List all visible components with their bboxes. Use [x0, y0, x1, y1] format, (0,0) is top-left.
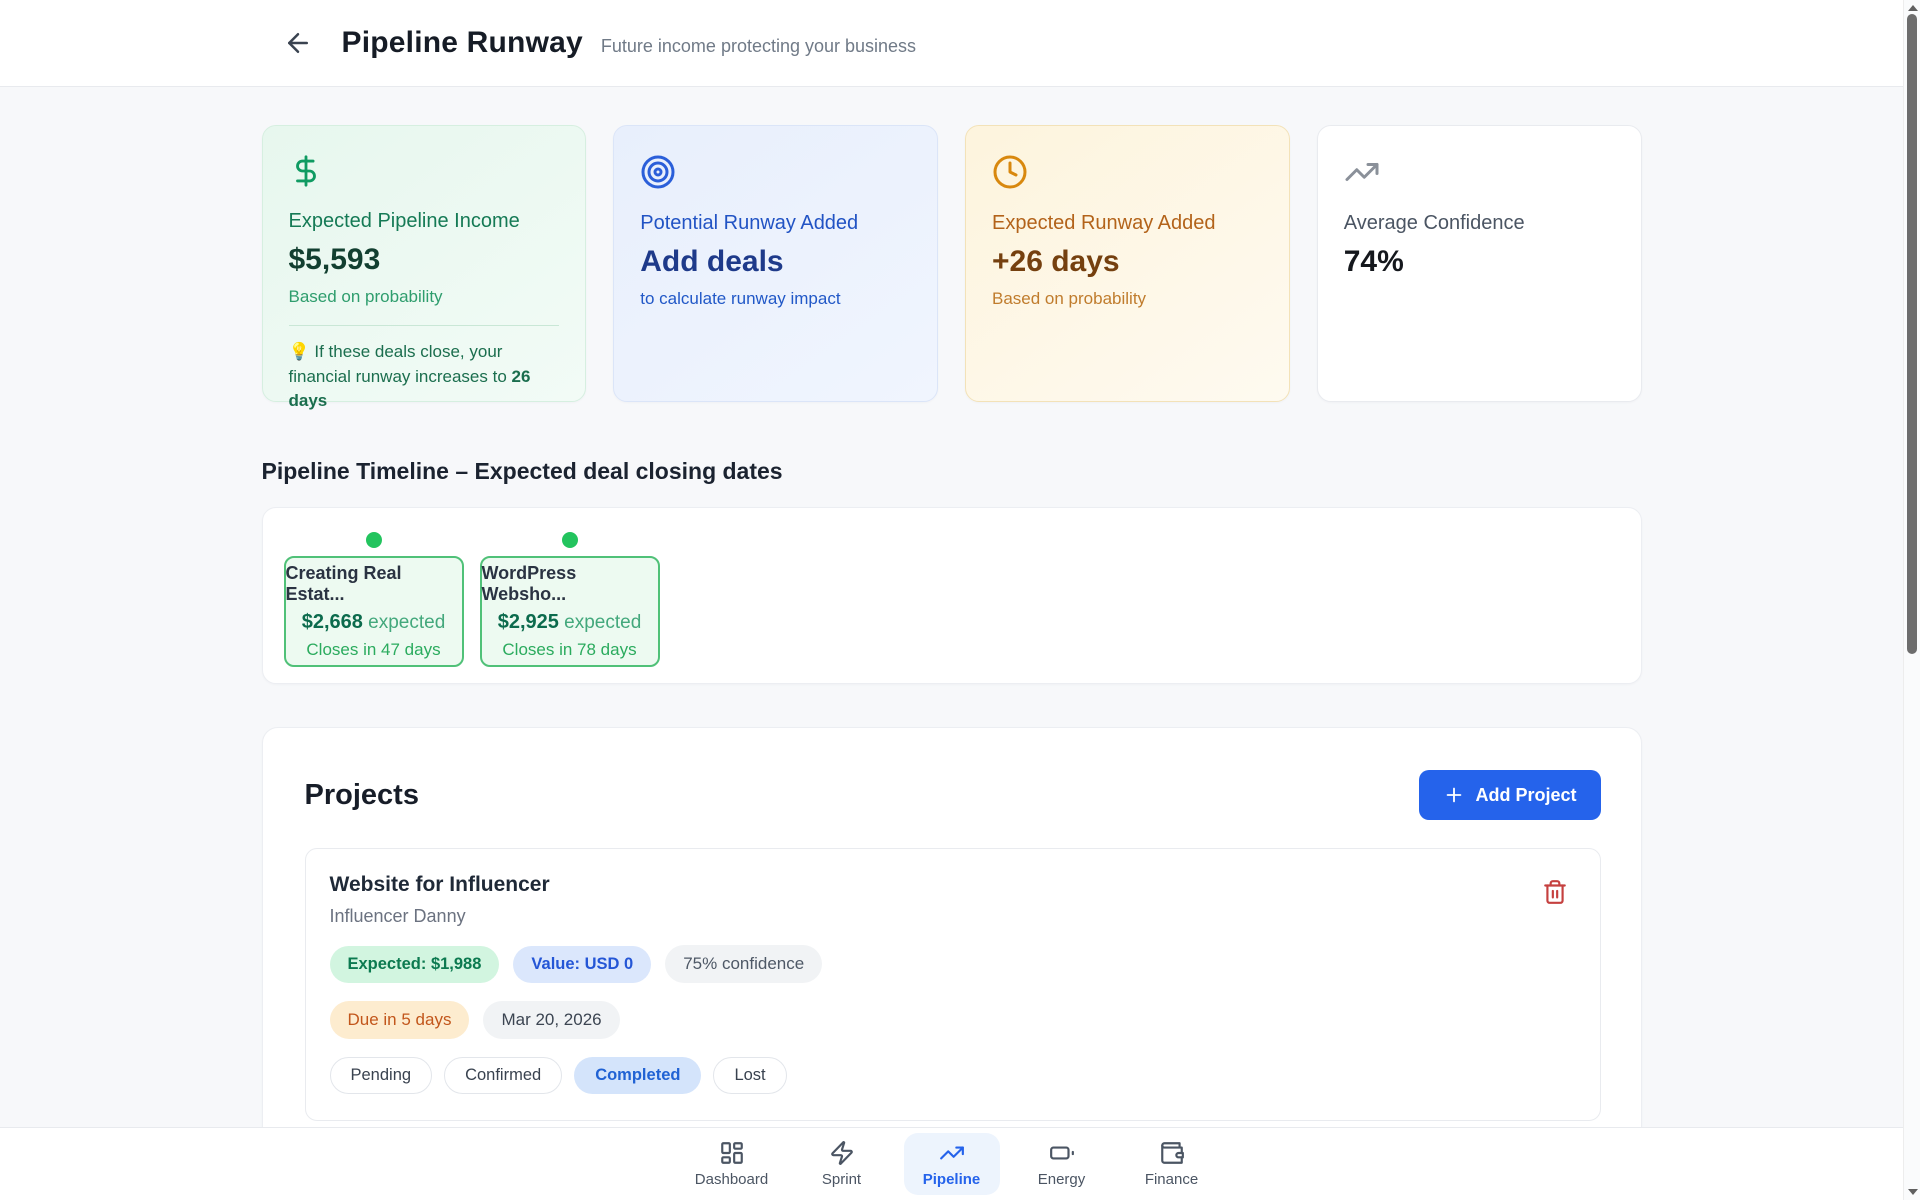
- due-badge: Due in 5 days: [329, 1001, 470, 1039]
- deal-closes: Closes in 47 days: [306, 640, 441, 659]
- stat-sub: Based on probability: [288, 287, 443, 306]
- stat-sub: to calculate runway impact: [640, 289, 841, 308]
- projects-panel: Projects Add Project Website for Influen…: [261, 727, 1642, 1200]
- stat-value: 74%: [1343, 245, 1404, 278]
- deal-card: WordPress Websho... $2,925 expected Clos…: [479, 556, 660, 667]
- trending-up-icon: [1344, 154, 1615, 190]
- dollar-icon: [289, 154, 560, 188]
- stat-card-average-confidence: Average Confidence 74%: [1316, 125, 1642, 402]
- value-badge: Value: USD 0: [513, 945, 652, 983]
- nav-item-dashboard[interactable]: Dashboard: [677, 1133, 787, 1195]
- timeline-deal: WordPress Websho... $2,925 expected Clos…: [479, 532, 660, 683]
- confidence-badge: 75% confidence: [665, 945, 823, 983]
- deal-dot-icon: [365, 532, 382, 548]
- timeline-panel: Creating Real Estat... $2,668 expected C…: [261, 507, 1642, 684]
- deal-amount: $2,668 expected: [302, 611, 446, 634]
- project-card: Website for Influencer Influencer Danny …: [304, 848, 1601, 1121]
- deal-amount-value: $2,668: [301, 611, 363, 633]
- deal-amount-suffix: expected: [368, 612, 446, 633]
- status-completed-button[interactable]: Completed: [574, 1057, 702, 1094]
- delete-project-button[interactable]: [1542, 879, 1568, 905]
- scrollbar-down-arrow-icon[interactable]: [1908, 1189, 1918, 1195]
- clock-icon: [992, 154, 1263, 190]
- page-title: Pipeline Runway: [341, 26, 583, 59]
- project-status-row: Pending Confirmed Completed Lost: [329, 1057, 1576, 1094]
- deal-name: Creating Real Estat...: [285, 563, 402, 604]
- runway-tip-days: 26 days: [288, 366, 531, 411]
- nav-label: Energy: [1037, 1171, 1086, 1188]
- nav-item-pipeline[interactable]: Pipeline: [903, 1133, 1000, 1195]
- plus-icon: [1443, 784, 1465, 806]
- stat-label: Potential Runway Added: [640, 212, 859, 234]
- deal-amount-suffix: expected: [564, 612, 642, 633]
- stat-sub: Based on probability: [992, 289, 1147, 308]
- deal-amount: $2,925 expected: [498, 611, 642, 634]
- deal-closes: Closes in 78 days: [502, 640, 637, 659]
- nav-item-sprint[interactable]: Sprint: [787, 1133, 897, 1195]
- stats-grid: Expected Pipeline Income $5,593 Based on…: [261, 125, 1642, 410]
- project-client: Influencer Danny: [329, 906, 466, 926]
- nav-item-finance[interactable]: Finance: [1117, 1133, 1227, 1195]
- scrollbar-thumb[interactable]: [1907, 14, 1917, 654]
- project-title: Website for Influencer: [329, 873, 550, 896]
- stat-label: Average Confidence: [1343, 212, 1525, 234]
- deal-card: Creating Real Estat... $2,668 expected C…: [283, 556, 464, 667]
- divider: [288, 325, 560, 326]
- nav-item-energy[interactable]: Energy: [1007, 1133, 1117, 1195]
- deal-amount-value: $2,925: [497, 611, 559, 633]
- stat-value: $5,593: [288, 243, 381, 276]
- status-lost-button[interactable]: Lost: [713, 1057, 787, 1094]
- dashboard-icon: [719, 1140, 745, 1166]
- stat-label: Expected Runway Added: [992, 212, 1216, 234]
- deal-dot-icon: [561, 532, 578, 548]
- energy-icon: [1049, 1140, 1075, 1166]
- stat-card-potential-runway-added[interactable]: Potential Runway Added Add deals to calc…: [613, 125, 938, 402]
- stat-label: Expected Pipeline Income: [288, 210, 520, 232]
- page-subtitle: Future income protecting your business: [600, 35, 917, 56]
- nav-label: Finance: [1144, 1171, 1199, 1188]
- stat-card-expected-runway-added: Expected Runway Added +26 days Based on …: [965, 125, 1290, 402]
- bottom-navigation: Dashboard Sprint Pipeline Energy Finance: [0, 1127, 1903, 1200]
- project-badge-row: Expected: $1,988 Value: USD 0 75% confid…: [329, 945, 1576, 983]
- nav-label: Dashboard: [694, 1171, 769, 1188]
- arrow-left-icon: [283, 28, 313, 58]
- expected-badge: Expected: $1,988: [329, 945, 500, 983]
- timeline-heading: Pipeline Timeline – Expected deal closin…: [261, 458, 783, 484]
- nav-label: Sprint: [821, 1171, 862, 1188]
- deal-name: WordPress Websho...: [481, 563, 577, 604]
- projects-header: Projects Add Project: [305, 770, 1601, 820]
- project-due-row: Due in 5 days Mar 20, 2026: [329, 1001, 1576, 1039]
- target-icon: [640, 154, 911, 190]
- vertical-scrollbar[interactable]: [1903, 0, 1920, 1200]
- runway-tip-text: 💡 If these deals close, your financial r…: [288, 342, 512, 386]
- status-pending-button[interactable]: Pending: [329, 1057, 433, 1094]
- date-badge: Mar 20, 2026: [483, 1001, 620, 1039]
- add-project-button[interactable]: Add Project: [1419, 770, 1601, 820]
- runway-tip: 💡 If these deals close, your financial r…: [289, 340, 560, 414]
- status-confirmed-button[interactable]: Confirmed: [444, 1057, 563, 1094]
- timeline-deal: Creating Real Estat... $2,668 expected C…: [283, 532, 464, 683]
- stat-value: +26 days: [992, 245, 1120, 278]
- projects-heading: Projects: [304, 778, 419, 811]
- sprint-icon: [829, 1140, 855, 1166]
- finance-icon: [1159, 1140, 1185, 1166]
- nav-label: Pipeline: [922, 1171, 981, 1188]
- back-button[interactable]: [276, 21, 320, 65]
- stat-card-expected-pipeline-income: Expected Pipeline Income $5,593 Based on…: [261, 125, 587, 410]
- pipeline-icon: [939, 1140, 965, 1166]
- main-content: Expected Pipeline Income $5,593 Based on…: [261, 125, 1642, 1200]
- add-project-label: Add Project: [1475, 784, 1577, 805]
- top-bar: Pipeline Runway Future income protecting…: [0, 0, 1903, 87]
- stat-value: Add deals: [640, 245, 784, 278]
- trash-icon: [1542, 879, 1568, 905]
- scrollbar-up-arrow-icon[interactable]: [1908, 5, 1918, 11]
